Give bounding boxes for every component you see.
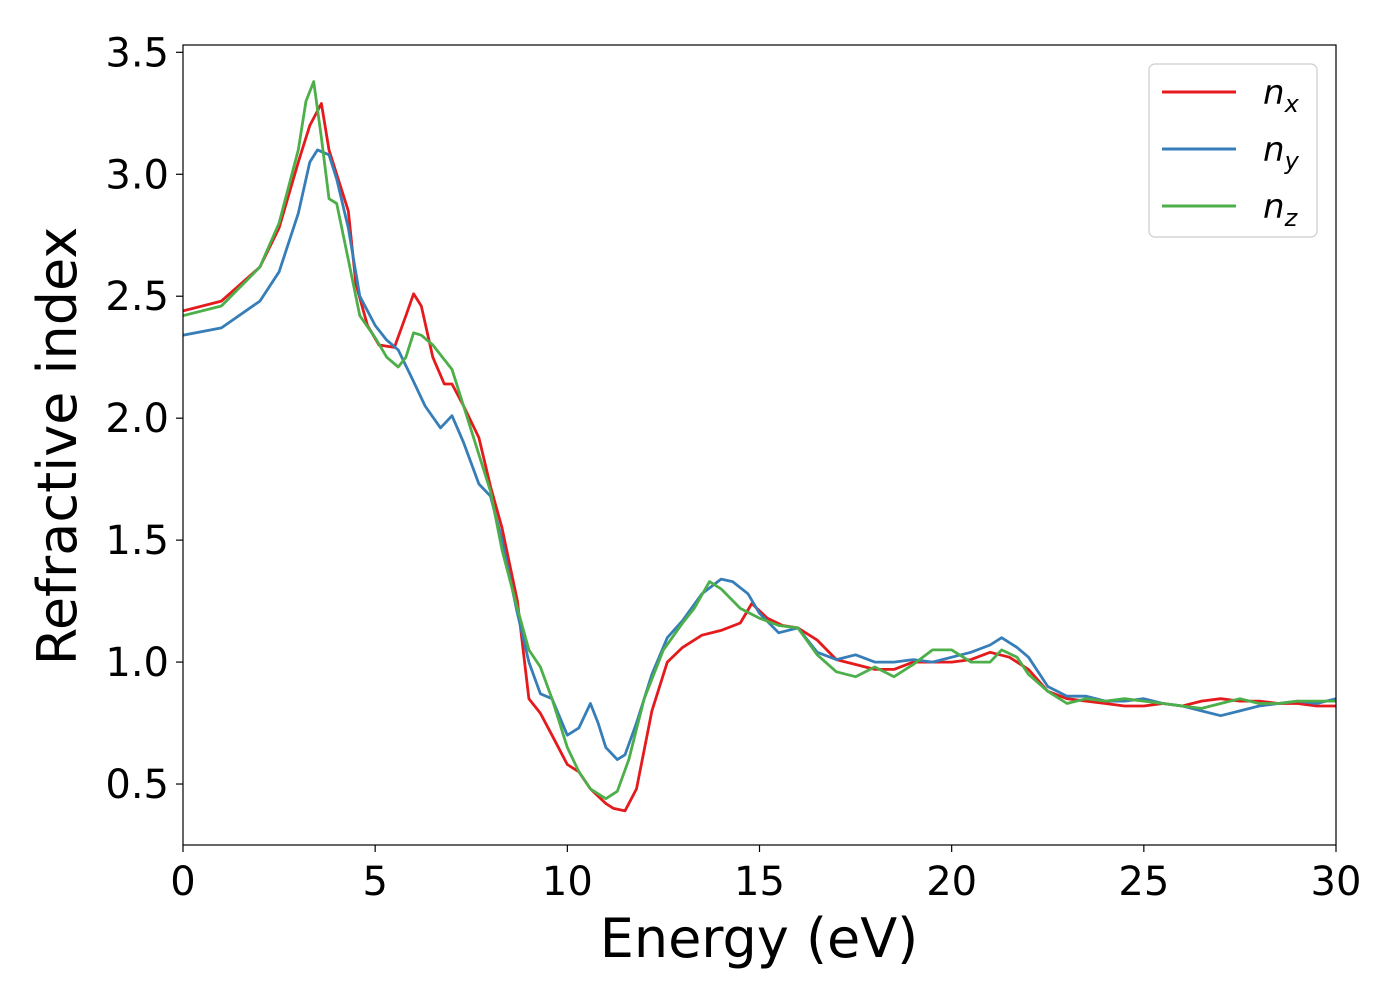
y-tick-label: 0.5 xyxy=(105,762,169,808)
y-tick-label: 2.5 xyxy=(105,274,169,320)
y-tick-label: 3.0 xyxy=(105,152,169,198)
y-tick-label: 1.0 xyxy=(105,640,169,686)
series-line-nz xyxy=(183,80,1336,801)
x-axis-ticks: 0 5 10 15 20 25 30 xyxy=(170,845,1361,905)
series-layer xyxy=(183,80,1336,813)
legend-label-ny: ny xyxy=(1263,130,1300,175)
x-tick-label: 20 xyxy=(926,859,977,905)
x-tick-label: 30 xyxy=(1311,859,1362,905)
plot-frame xyxy=(182,44,1337,846)
x-tick-label: 5 xyxy=(362,859,387,905)
x-tick-label: 10 xyxy=(542,859,593,905)
x-tick-label: 15 xyxy=(734,859,785,905)
plot-area xyxy=(183,45,1336,845)
y-tick-label: 2.0 xyxy=(105,396,169,442)
legend-label-nx: nx xyxy=(1263,73,1300,118)
x-axis-title: Energy (eV) xyxy=(600,907,919,970)
legend: nx ny nz xyxy=(1148,63,1318,238)
legend-label-nz: nz xyxy=(1263,187,1299,232)
y-axis-title: Refractive index xyxy=(26,227,89,666)
y-axis-ticks: 0.5 1.0 1.5 2.0 2.5 3.0 3.5 xyxy=(105,30,183,808)
y-tick-label: 1.5 xyxy=(105,518,169,564)
x-tick-label: 0 xyxy=(170,859,195,905)
x-tick-label: 25 xyxy=(1118,859,1169,905)
y-tick-label: 3.5 xyxy=(105,30,169,76)
